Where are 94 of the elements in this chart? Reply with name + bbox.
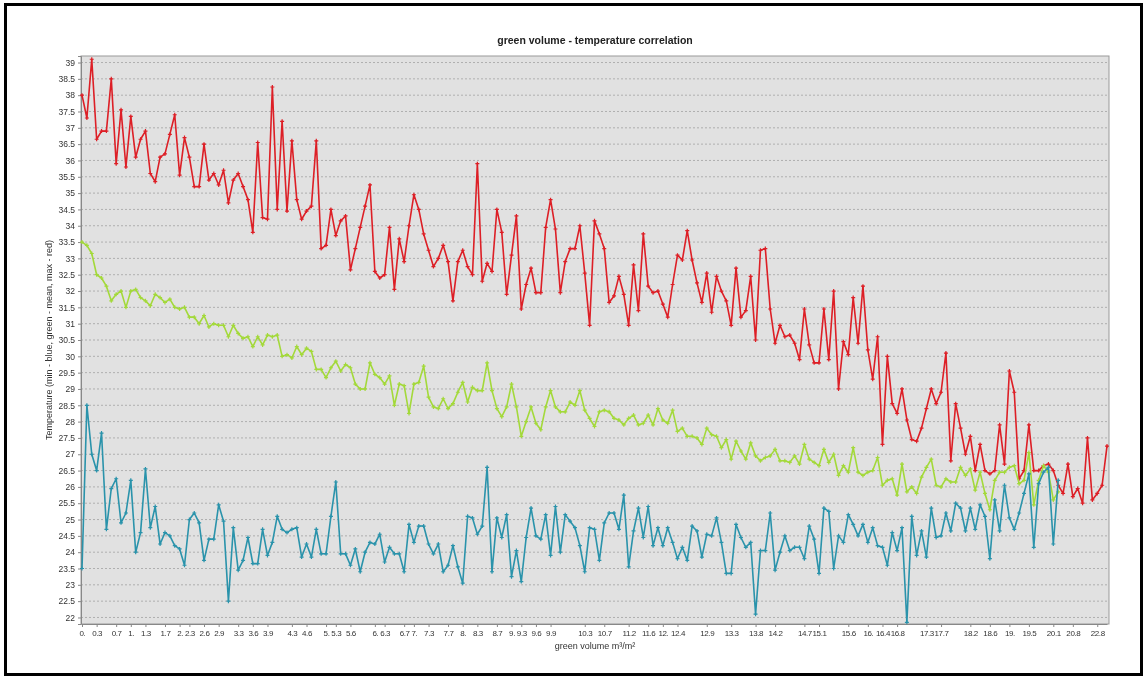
x-tick-label: 15.6 (841, 628, 857, 638)
y-tick-label: 34 (65, 220, 76, 231)
y-tick-label: 36 (65, 155, 76, 166)
y-tick-label: 26.5 (58, 465, 76, 476)
x-tick-label: 18.6 (983, 628, 999, 638)
x-tick-label: 20.1 (1046, 628, 1062, 638)
x-tick-label: 14.7 (797, 628, 813, 638)
y-tick-label: 32.5 (58, 269, 76, 280)
x-tick-label: 8. (460, 628, 467, 638)
y-tick-label: 27.5 (58, 433, 76, 444)
x-tick-label: 2.3 (184, 628, 196, 638)
x-tick-label: 1.3 (140, 628, 152, 638)
y-tick-label: 23.5 (58, 563, 76, 574)
x-tick-label: 9. (509, 628, 516, 638)
x-tick-label: 5.6 (345, 628, 357, 638)
x-tick-label: 8.3 (472, 628, 484, 638)
y-tick-label: 33 (65, 253, 76, 264)
x-tick-label: 6. (372, 628, 379, 638)
x-tick-label: 5. (323, 628, 330, 638)
x-tick-label: 1.7 (160, 628, 172, 638)
x-tick-label: 11.6 (642, 628, 657, 638)
x-tick-label: 2. (177, 628, 184, 638)
y-tick-label: 30 (65, 351, 76, 362)
x-tick-label: 0. (79, 628, 86, 638)
y-tick-label: 22.5 (58, 596, 76, 607)
y-tick-label: 38 (65, 90, 76, 101)
x-tick-label: 19.5 (1022, 628, 1038, 638)
y-tick-label: 39 (65, 57, 76, 68)
x-tick-label: 4.3 (287, 628, 299, 638)
y-tick-label: 35 (65, 188, 76, 199)
y-tick-label: 29.5 (58, 367, 76, 378)
y-tick-label: 31 (65, 318, 76, 329)
x-tick-label: 17.7 (934, 628, 950, 638)
x-tick-label: 5.3 (331, 628, 343, 638)
y-tick-label: 33.5 (58, 237, 76, 248)
x-tick-label: 9.6 (531, 628, 543, 638)
x-tick-label: 12.4 (670, 628, 686, 638)
x-tick-label: 3.9 (263, 628, 274, 638)
y-tick-label: 36.5 (58, 139, 76, 150)
x-tick-label: 12. (658, 628, 669, 638)
y-axis-title: Temperature (min - blue, green - mean, max - red) (44, 239, 54, 441)
y-tick-label: 25.5 (58, 498, 76, 509)
y-tick-label: 37.5 (58, 106, 76, 117)
x-tick-label: 7. (411, 628, 418, 638)
chart-title: green volume - temperature correlation (497, 34, 693, 46)
x-tick-label: 0.3 (92, 628, 104, 638)
x-tick-label: 19. (1004, 628, 1016, 638)
x-tick-label: 15.1 (812, 628, 828, 638)
x-tick-label: 14.2 (768, 628, 784, 638)
x-tick-label: 6.3 (380, 628, 392, 638)
x-tick-label: 16. (863, 628, 874, 638)
y-tick-label: 30.5 (58, 335, 76, 346)
y-tick-label: 28.5 (58, 400, 76, 411)
x-axis-title: green volume m³/m² (554, 641, 636, 651)
x-tick-label: 9.9 (546, 628, 557, 638)
x-tick-label: 2.9 (214, 628, 226, 638)
x-tick-label: 6.7 (399, 628, 411, 638)
x-tick-label: 17.3 (919, 628, 935, 638)
y-tick-label: 35.5 (58, 172, 76, 182)
x-tick-label: 22.8 (1090, 628, 1106, 638)
y-tick-label: 29 (65, 384, 76, 395)
x-tick-label: 16.4 (875, 628, 891, 638)
x-tick-label: 9.3 (516, 628, 528, 638)
x-tick-label: 10.7 (597, 628, 613, 638)
y-tick-label: 37 (65, 123, 76, 134)
x-tick-label: 16.8 (890, 628, 906, 638)
x-tick-label: 18.2 (963, 628, 979, 638)
x-tick-label: 8.7 (492, 628, 504, 638)
y-tick-label: 34.5 (58, 204, 76, 215)
x-tick-label: 12.9 (700, 628, 716, 638)
x-tick-label: 2.6 (199, 628, 211, 638)
y-tick-label: 28 (65, 416, 76, 427)
x-tick-label: 13.3 (724, 628, 740, 638)
x-tick-label: 11.2 (622, 628, 637, 638)
x-tick-label: 0.7 (111, 628, 123, 638)
y-tick-label: 25 (65, 514, 76, 525)
y-tick-label: 27 (65, 449, 76, 460)
x-tick-label: 20.8 (1066, 628, 1082, 638)
x-tick-label: 3.6 (248, 628, 260, 638)
y-tick-label: 23 (65, 580, 76, 591)
x-tick-label: 7.7 (443, 628, 455, 638)
y-tick-label: 24 (65, 547, 76, 558)
x-tick-label: 4.6 (302, 628, 313, 638)
y-tick-label: 26 (65, 482, 76, 493)
y-tick-label: 31.5 (58, 302, 76, 313)
y-tick-label: 22 (65, 612, 76, 623)
x-tick-label: 10.3 (578, 628, 594, 638)
y-tick-label: 32 (65, 286, 76, 297)
x-tick-label: 1. (128, 628, 135, 638)
x-tick-label: 7.3 (424, 628, 435, 638)
y-tick-label: 24.5 (58, 531, 76, 542)
x-tick-label: 13.8 (749, 628, 764, 638)
x-tick-label: 3.3 (233, 628, 245, 638)
y-tick-label: 38.5 (58, 74, 76, 85)
